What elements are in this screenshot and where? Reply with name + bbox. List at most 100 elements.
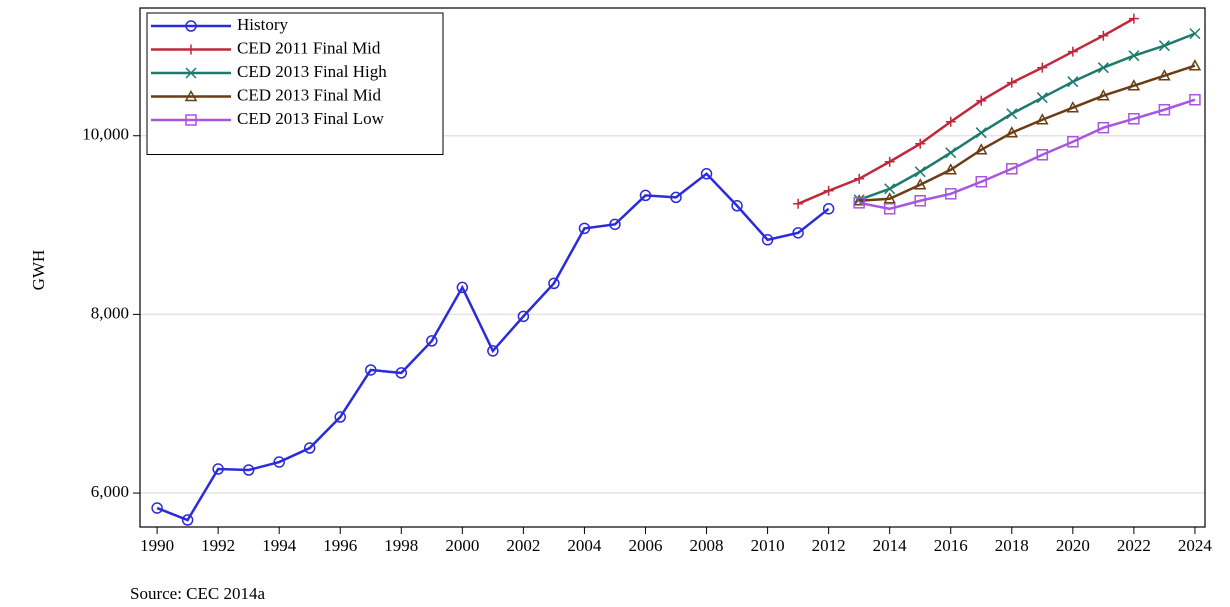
marker (974, 143, 988, 155)
marker (1128, 50, 1140, 62)
marker (1158, 69, 1171, 81)
x-tick-label: 1990 (140, 536, 174, 555)
source-note: Source: CEC 2014a (130, 584, 265, 603)
y-axis-label: GWH (29, 250, 48, 291)
legend-label: CED 2013 Final Low (237, 109, 385, 128)
marker (853, 197, 865, 209)
x-tick-label: 1992 (201, 536, 235, 555)
marker (913, 178, 927, 190)
x-tick-label: 2018 (995, 536, 1029, 555)
marker (1098, 30, 1109, 41)
y-tick-label: 6,000 (91, 482, 129, 501)
legend-label: History (237, 15, 289, 34)
legend-label: CED 2011 Final Mid (237, 38, 381, 57)
x-tick-label: 2000 (445, 536, 479, 555)
marker (944, 188, 957, 200)
series-line (797, 17, 1135, 205)
marker (854, 173, 865, 184)
marker (914, 166, 926, 178)
y-tick-label: 8,000 (91, 303, 129, 322)
marker (185, 114, 197, 126)
marker (151, 502, 163, 514)
marker (945, 116, 956, 127)
marker (1067, 76, 1079, 88)
marker (944, 163, 958, 175)
marker (456, 281, 469, 294)
marker (181, 514, 194, 526)
marker (1006, 108, 1018, 120)
series-line (858, 32, 1196, 201)
marker (1097, 121, 1110, 134)
y-tick-label: 10,000 (82, 125, 129, 144)
marker (915, 138, 926, 149)
marker (793, 198, 804, 209)
marker (884, 156, 895, 167)
marker (1188, 59, 1202, 71)
marker (395, 367, 408, 379)
x-tick-label: 1998 (384, 536, 418, 555)
marker (609, 218, 621, 231)
marker (212, 463, 224, 475)
legend-label: CED 2013 Final Mid (237, 85, 382, 104)
marker (883, 203, 896, 215)
marker (1128, 113, 1140, 125)
marker (1005, 126, 1019, 138)
marker (1036, 113, 1049, 125)
marker (578, 222, 591, 235)
marker (1097, 89, 1110, 101)
marker (1006, 77, 1017, 88)
x-tick-label: 2016 (934, 536, 968, 555)
marker (1189, 28, 1201, 40)
x-tick-label: 2008 (690, 536, 724, 555)
marker (1066, 101, 1080, 113)
marker (1189, 93, 1201, 106)
marker (975, 127, 987, 139)
series-line (858, 98, 1196, 211)
legend-box (146, 12, 444, 155)
marker (1006, 163, 1018, 175)
marker (242, 464, 255, 476)
x-tick-label: 2002 (506, 536, 540, 555)
marker (1158, 40, 1170, 52)
marker (822, 203, 835, 215)
marker (975, 175, 988, 188)
marker (945, 147, 957, 159)
marker (184, 89, 198, 102)
marker (273, 456, 285, 468)
x-tick-label: 2024 (1178, 536, 1213, 555)
marker (761, 234, 774, 246)
marker (185, 67, 197, 79)
series-line (156, 172, 830, 522)
x-tick-label: 2012 (812, 536, 846, 555)
marker (487, 345, 499, 357)
legend-label: CED 2013 Final High (237, 62, 387, 81)
marker (334, 411, 346, 423)
x-tick-label: 2014 (873, 536, 908, 555)
series-line (859, 64, 1196, 203)
x-tick-label: 1994 (262, 536, 297, 555)
marker (792, 227, 804, 239)
marker (670, 191, 682, 204)
marker (1067, 46, 1078, 57)
marker (185, 20, 197, 32)
plot-frame (139, 7, 1206, 528)
marker (1128, 13, 1139, 24)
x-tick-label: 2004 (567, 536, 602, 555)
marker (548, 277, 560, 290)
marker (1036, 149, 1049, 161)
marker (517, 310, 530, 323)
x-tick-label: 2010 (751, 536, 785, 555)
marker (700, 168, 713, 180)
marker (186, 44, 196, 55)
x-tick-label: 1996 (323, 536, 357, 555)
marker (731, 200, 743, 212)
marker (1067, 135, 1079, 148)
marker (365, 364, 377, 376)
marker (639, 189, 652, 202)
marker (1097, 62, 1109, 74)
x-tick-label: 2006 (628, 536, 662, 555)
marker (1036, 92, 1048, 104)
marker (1037, 62, 1048, 73)
marker (976, 95, 987, 106)
